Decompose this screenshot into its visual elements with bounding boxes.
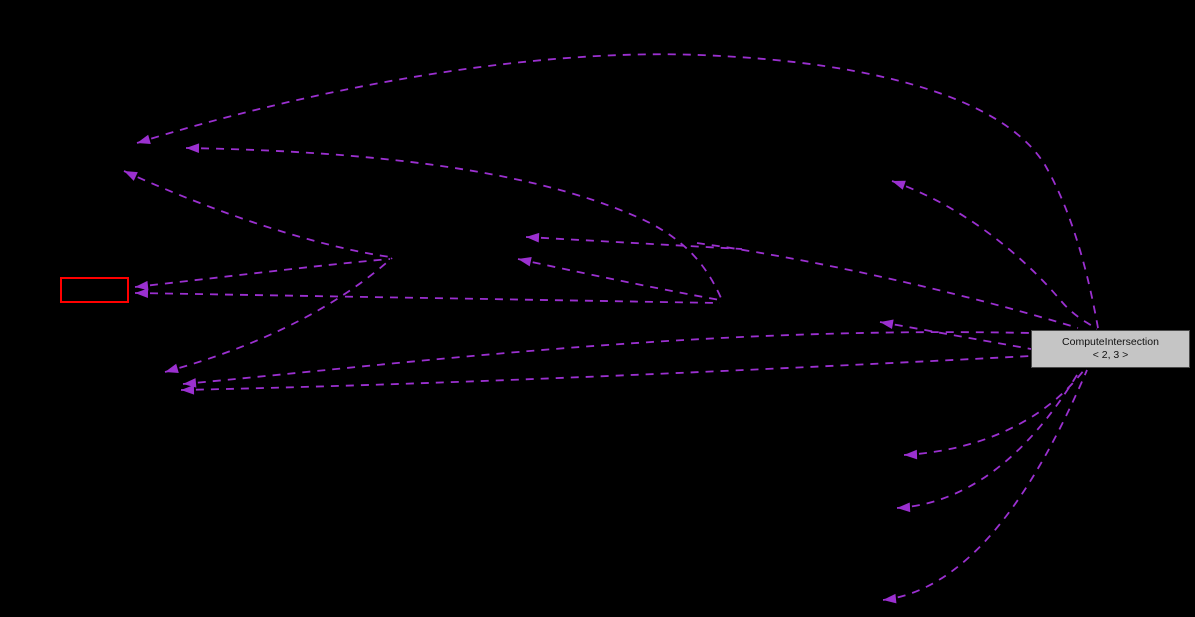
edge-bottom-curve-1 [903, 369, 1085, 456]
node-label-line2: < 2, 3 > [1092, 349, 1129, 361]
arrowhead-bottom-curve-1 [904, 449, 918, 460]
edge-redbox-upper [134, 258, 391, 288]
edge-upperleft-diag [123, 170, 391, 258]
edge-junction-to-main [696, 242, 1079, 329]
arrowhead-redbox-lower [135, 288, 149, 299]
edge-top-arc [136, 53, 1099, 329]
edge-short-right [879, 321, 1032, 350]
arrowhead-steep-left [165, 363, 179, 374]
edge-long-line-2 [180, 355, 1032, 391]
arrowhead-redbox-upper [135, 280, 149, 291]
arrowhead-upperleft-diag [124, 171, 138, 181]
arrowhead-mid-horizontal-2 [518, 257, 532, 267]
edge-mid-horizontal-1 [525, 236, 743, 250]
edge-mid-topleft-curve [185, 147, 722, 299]
node-highlighted-current[interactable] [60, 277, 129, 303]
arrowhead-right-upper-arc [892, 180, 906, 190]
arrowhead-mid-topleft-curve [186, 143, 200, 154]
arrowhead-bottom-curve-3 [883, 593, 897, 604]
edge-steep-left [164, 257, 393, 373]
edge-long-line-1 [182, 331, 1032, 385]
arrowhead-mid-horizontal-1 [526, 232, 540, 243]
arrowhead-short-right [880, 319, 894, 329]
edge-mid-horizontal-2 [517, 258, 721, 301]
arrowhead-long-line-2 [181, 384, 195, 395]
node-compute-intersection[interactable]: ComputeIntersection < 2, 3 > [1031, 330, 1190, 368]
node-label-line1: ComputeIntersection [1062, 336, 1159, 348]
edge-right-upper-arc [891, 180, 1098, 330]
arrowhead-bottom-curve-2 [897, 502, 911, 513]
arrowhead-long-line-1 [183, 378, 197, 388]
edge-bottom-curve-2 [896, 369, 1081, 509]
arrowhead-top-arc [137, 134, 151, 145]
edge-bottom-curve-3 [882, 369, 1088, 601]
edge-redbox-lower [134, 292, 721, 304]
